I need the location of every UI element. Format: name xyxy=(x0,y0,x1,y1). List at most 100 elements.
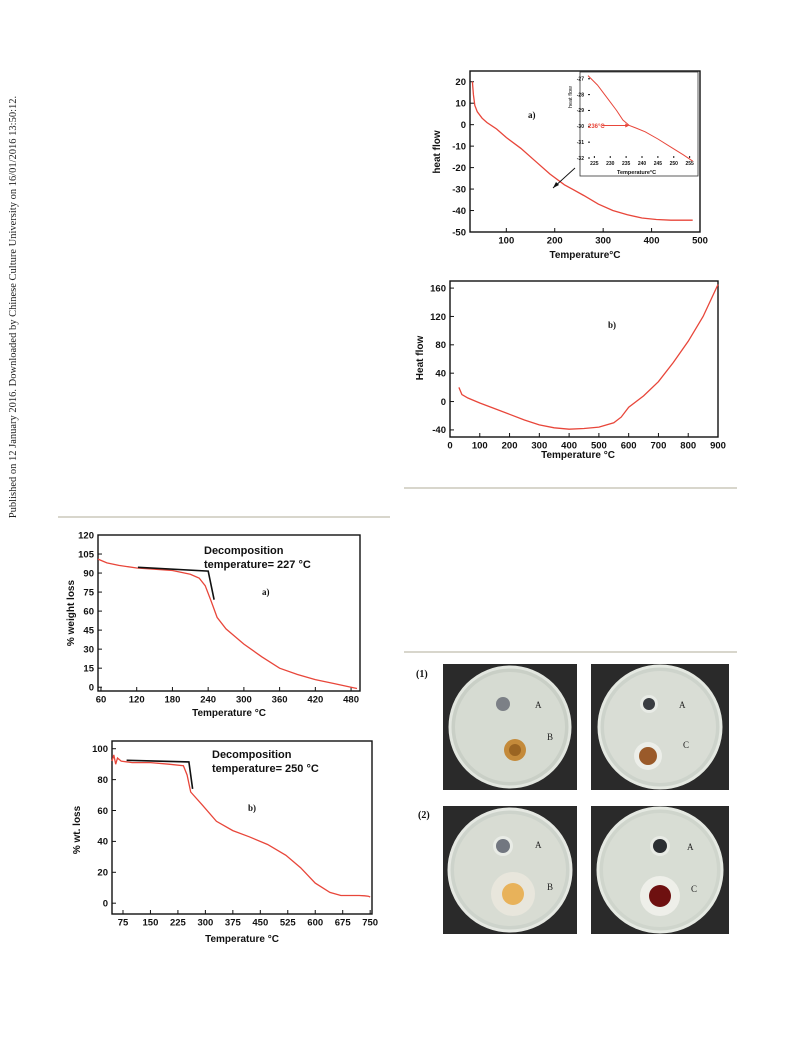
well-a xyxy=(496,839,510,853)
x-axis-label: Temperature °C xyxy=(541,450,615,461)
row-label-1: (1) xyxy=(416,669,428,680)
x-tick-label: 225 xyxy=(590,161,599,167)
x-tick-label: 120 xyxy=(129,695,145,706)
y-tick-label: 0 xyxy=(103,899,108,910)
x-tick-label: 200 xyxy=(502,441,518,452)
tangent-line xyxy=(137,566,215,600)
well-a xyxy=(653,839,667,853)
divider-rule xyxy=(404,651,737,653)
tga-chart-b: 75 150 225 300 375 450 525 600 675 750 100 80 60 40 20… xyxy=(72,740,378,945)
y-tick-label: -31 xyxy=(577,140,584,146)
petri-dish-photo-1: A B xyxy=(443,664,577,790)
x-tick-label: 100 xyxy=(472,441,488,452)
y-tick-label: -20 xyxy=(452,163,466,174)
x-tick-label: 480 xyxy=(343,695,359,706)
y-tick-label: 80 xyxy=(97,775,108,786)
y-tick-label: 20 xyxy=(97,868,108,879)
x-tick-label: 700 xyxy=(651,441,667,452)
y-tick-label: -32 xyxy=(577,156,584,162)
dsc-chart-b: 0 100 200 300 400 500 600 700 800 90016012080400-… xyxy=(415,280,726,461)
x-tick-label: 400 xyxy=(561,441,577,452)
x-tick-label: 200 xyxy=(547,236,563,247)
plot-frame xyxy=(97,534,361,692)
y-tick-label: 120 xyxy=(78,530,94,541)
y-axis-label: % wt. loss xyxy=(72,805,83,854)
y-tick-label: 160 xyxy=(430,283,446,294)
y-tick-label: 90 xyxy=(83,568,94,579)
panel-label: a) xyxy=(528,110,536,120)
y-tick-label: 15 xyxy=(83,663,94,674)
well-b xyxy=(502,883,524,905)
tga-chart-a: 60 120 180 240 300 360 420 480 120 105 90 75 60 45 30 1… xyxy=(66,530,361,719)
arrow-head-icon xyxy=(625,123,630,128)
inset-annotation: 236°C xyxy=(588,124,605,130)
x-tick-label: 300 xyxy=(595,236,611,247)
x-tick-label: 500 xyxy=(692,236,708,247)
inset-frame xyxy=(579,71,699,177)
petri-dish-photo-2: A C xyxy=(591,664,729,790)
plot-frame xyxy=(449,280,719,438)
decomposition-temperature: temperature= 250 °C xyxy=(212,763,319,775)
x-tick-label: 250 xyxy=(670,161,679,167)
x-tick-label: 235 xyxy=(622,161,631,167)
y-tick-label: 75 xyxy=(83,587,94,598)
y-axis-label: Heat flow xyxy=(415,336,426,381)
y-tick-label: 100 xyxy=(92,744,108,755)
y-tick-label: 60 xyxy=(83,606,94,617)
tangent-line xyxy=(126,759,194,790)
divider-rule xyxy=(58,516,390,518)
x-tick-label: 900 xyxy=(710,441,726,452)
dish-label-bottom: B xyxy=(547,732,554,742)
x-tick-label: 675 xyxy=(335,918,352,929)
y-tick-label: 45 xyxy=(83,625,94,636)
publication-note: Published on 12 January 2016. Downloaded… xyxy=(8,95,19,519)
dish-label-bottom: C xyxy=(683,740,690,750)
y-axis-label: % weight loss xyxy=(66,580,77,647)
y-tick-label: 30 xyxy=(83,644,94,655)
x-tick-label: 800 xyxy=(680,441,696,452)
dish-label-top: A xyxy=(687,842,694,852)
series-line xyxy=(587,75,694,162)
y-tick-label: 80 xyxy=(435,340,446,351)
dish-label-top: A xyxy=(535,840,542,850)
x-tick-label: 225 xyxy=(170,918,187,929)
y-tick-label: 105 xyxy=(78,549,95,560)
x-tick-label: 240 xyxy=(200,695,216,706)
y-tick-label: -30 xyxy=(577,124,584,130)
x-tick-label: 400 xyxy=(644,236,660,247)
x-axis-label: Temperature °C xyxy=(205,934,279,945)
y-tick-label: 120 xyxy=(430,312,446,323)
well-a xyxy=(496,697,510,711)
inset-x-label: Temperature°C xyxy=(617,170,656,176)
y-tick-label: -29 xyxy=(577,108,584,114)
x-tick-label: 245 xyxy=(654,161,663,167)
well-a xyxy=(643,698,655,710)
panel-label: a) xyxy=(262,587,270,597)
well-c xyxy=(649,885,671,907)
decomposition-label: Decomposition xyxy=(204,545,284,557)
y-axis-label: heat flow xyxy=(432,130,443,174)
x-tick-label: 300 xyxy=(236,695,252,706)
x-tick-label: 750 xyxy=(362,918,378,929)
well-c xyxy=(639,747,657,765)
x-tick-label: 450 xyxy=(252,918,268,929)
y-tick-label: 40 xyxy=(435,369,446,380)
x-tick-label: 180 xyxy=(165,695,181,706)
series-line xyxy=(471,81,693,221)
x-tick-label: 525 xyxy=(280,918,297,929)
series-line xyxy=(97,558,358,690)
series-line xyxy=(458,284,719,430)
series-line xyxy=(111,754,371,898)
x-tick-label: 600 xyxy=(621,441,637,452)
y-tick-label: -28 xyxy=(577,92,584,98)
y-tick-label: 40 xyxy=(97,837,108,848)
x-tick-label: 500 xyxy=(591,441,607,452)
dish-label-bottom: C xyxy=(691,884,698,894)
plot-frame xyxy=(111,740,373,915)
y-tick-label: -27 xyxy=(577,77,584,83)
x-tick-label: 150 xyxy=(143,918,159,929)
dish-label-top: A xyxy=(535,700,542,710)
x-tick-label: 230 xyxy=(606,161,615,167)
x-tick-label: 600 xyxy=(307,918,323,929)
panel-label: b) xyxy=(608,320,616,330)
